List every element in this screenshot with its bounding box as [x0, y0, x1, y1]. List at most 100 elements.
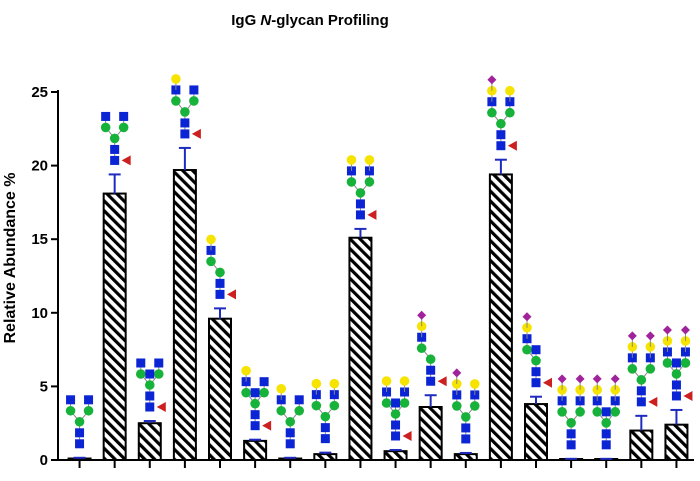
- mannose-circle-icon: [320, 411, 331, 422]
- sialic-acid-diamond-icon: [557, 374, 567, 384]
- glcnac-square-icon: [250, 388, 260, 398]
- bar: [488, 173, 513, 461]
- galactose-circle-icon: [241, 365, 251, 376]
- y-tick-label: 25: [31, 84, 48, 101]
- y-tick-label: 5: [40, 378, 48, 395]
- glcnac-square-icon: [320, 434, 330, 444]
- mannose-circle-icon: [259, 387, 269, 398]
- galactose-circle-icon: [469, 379, 480, 389]
- fucose-triangle-icon: [191, 128, 201, 139]
- chart-title: IgG N-glycan Profiling: [231, 12, 389, 29]
- mannose-circle-icon: [381, 398, 392, 408]
- glycan-structure: [171, 74, 201, 139]
- galactose-circle-icon: [381, 376, 392, 386]
- glcnac-square-icon: [136, 358, 146, 368]
- glycan-structure: [416, 310, 447, 387]
- sialic-acid-diamond-icon: [645, 331, 655, 341]
- mannose-circle-icon: [241, 387, 251, 398]
- mannose-circle-icon: [83, 405, 94, 416]
- glcnac-square-icon: [671, 358, 681, 368]
- glcnac-square-icon: [320, 423, 330, 433]
- mannose-circle-icon: [189, 96, 199, 106]
- error-bars-group: [73, 146, 683, 460]
- sialic-acid-diamond-icon: [487, 75, 497, 85]
- glcnac-square-icon: [355, 199, 365, 209]
- glcnac-square-icon: [250, 421, 260, 431]
- mannose-circle-icon: [680, 358, 691, 368]
- mannose-circle-icon: [74, 416, 85, 427]
- mannose-circle-icon: [285, 416, 296, 427]
- galactose-circle-icon: [645, 342, 656, 352]
- glycan-structure: [662, 325, 693, 401]
- glcnac-square-icon: [215, 289, 225, 299]
- glycan-structure: [522, 312, 552, 388]
- fucose-triangle-icon: [367, 209, 377, 220]
- glycan-structures-group: [65, 74, 693, 450]
- galactose-circle-icon: [346, 155, 357, 165]
- mannose-circle-icon: [215, 267, 225, 278]
- glcnac-square-icon: [461, 423, 471, 433]
- mannose-circle-icon: [65, 405, 76, 416]
- glcnac-square-icon: [250, 410, 260, 420]
- glcnac-square-icon: [145, 402, 155, 412]
- glcnac-square-icon: [426, 376, 436, 386]
- galactose-circle-icon: [329, 378, 340, 389]
- fucose-triangle-icon: [543, 377, 552, 388]
- x-axis: [58, 459, 694, 468]
- mannose-circle-icon: [505, 107, 515, 118]
- glcnac-square-icon: [391, 431, 401, 441]
- glcnac-square-icon: [531, 378, 541, 388]
- fucose-triangle-icon: [648, 396, 658, 407]
- bar: [629, 429, 654, 461]
- glcnac-square-icon: [110, 144, 120, 154]
- bar: [313, 453, 338, 461]
- mannose-circle-icon: [355, 188, 366, 198]
- glycan-structure: [65, 395, 94, 449]
- mannose-circle-icon: [601, 418, 612, 428]
- mannose-circle-icon: [469, 401, 480, 411]
- galactose-circle-icon: [680, 336, 691, 346]
- glycan-structure: [206, 234, 236, 300]
- glcnac-square-icon: [636, 397, 646, 407]
- glcnac-square-icon: [496, 141, 506, 151]
- mannose-circle-icon: [206, 256, 216, 267]
- bar: [137, 422, 162, 462]
- y-axis: 0 5 10 15 20 25: [31, 84, 59, 469]
- glcnac-square-icon: [145, 391, 155, 401]
- mannose-circle-icon: [627, 364, 638, 374]
- mannose-circle-icon: [566, 418, 576, 428]
- mannose-circle-icon: [294, 405, 305, 416]
- glycan-structure: [311, 378, 340, 444]
- y-axis-label: Relative Abundance %: [2, 172, 19, 343]
- galactose-circle-icon: [311, 378, 322, 389]
- mannose-circle-icon: [662, 358, 673, 368]
- glcnac-square-icon: [119, 111, 129, 121]
- galactose-circle-icon: [364, 155, 375, 165]
- sialic-acid-diamond-icon: [592, 374, 602, 384]
- sialic-acid-diamond-icon: [452, 368, 462, 378]
- mannose-circle-icon: [364, 177, 375, 187]
- sialic-acid-diamond-icon: [522, 312, 532, 322]
- glcnac-square-icon: [180, 118, 190, 128]
- glcnac-square-icon: [426, 365, 436, 375]
- glcnac-square-icon: [636, 386, 646, 396]
- fucose-triangle-icon: [437, 376, 447, 387]
- bar: [418, 406, 443, 461]
- sialic-acid-diamond-icon: [417, 310, 427, 320]
- bar: [453, 453, 478, 461]
- glcnac-square-icon: [671, 380, 681, 390]
- glcnac-square-icon: [75, 428, 85, 438]
- glcnac-square-icon: [566, 429, 576, 439]
- mannose-circle-icon: [531, 355, 541, 366]
- mannose-circle-icon: [390, 409, 401, 419]
- mannose-circle-icon: [425, 354, 436, 365]
- mannose-circle-icon: [180, 107, 190, 117]
- glycan-structure: [100, 111, 131, 166]
- glcnac-square-icon: [355, 210, 365, 220]
- mannose-circle-icon: [496, 118, 506, 129]
- bar: [172, 169, 197, 462]
- glycan-structure: [241, 365, 272, 431]
- fucose-triangle-icon: [507, 140, 517, 151]
- glcnac-square-icon: [461, 434, 471, 444]
